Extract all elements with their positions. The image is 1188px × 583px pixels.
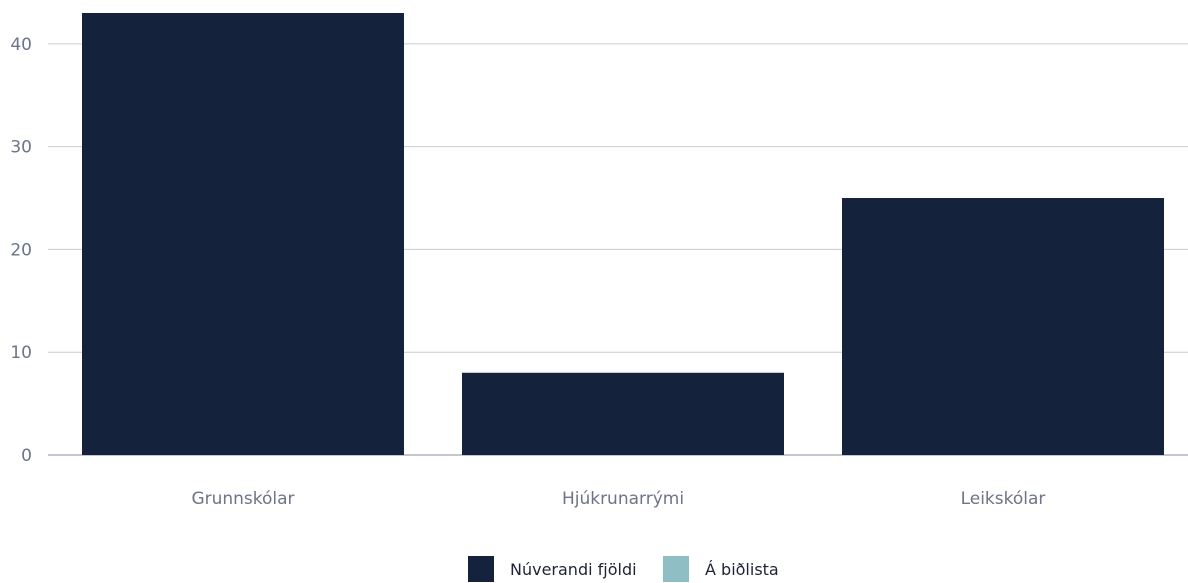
bar-2 xyxy=(462,372,784,455)
legend-swatch-2 xyxy=(663,556,689,582)
y-tick-label: 20 xyxy=(10,240,32,260)
bar-3 xyxy=(842,198,1164,455)
y-tick-label: 10 xyxy=(10,343,32,363)
x-tick-label: Leikskólar xyxy=(961,489,1046,509)
y-tick-label: 30 xyxy=(10,138,32,158)
x-tick-label: Hjúkrunarrými xyxy=(562,489,684,509)
x-tick-label: Grunnskólar xyxy=(191,489,294,509)
legend-swatch-1 xyxy=(468,556,494,582)
bar-1 xyxy=(82,13,404,455)
legend: Núverandi fjöldi Á biðlista xyxy=(468,556,779,582)
y-tick-label: 0 xyxy=(21,446,32,466)
y-tick-label: 40 xyxy=(10,35,32,55)
x-axis-labels: Grunnskólar Hjúkrunarrými Leikskólar xyxy=(191,489,1045,509)
legend-label-1: Núverandi fjöldi xyxy=(510,560,637,579)
legend-label-2: Á biðlista xyxy=(705,560,779,579)
bars xyxy=(82,13,1164,455)
y-axis-ticks: 0 10 20 30 40 xyxy=(10,35,32,466)
